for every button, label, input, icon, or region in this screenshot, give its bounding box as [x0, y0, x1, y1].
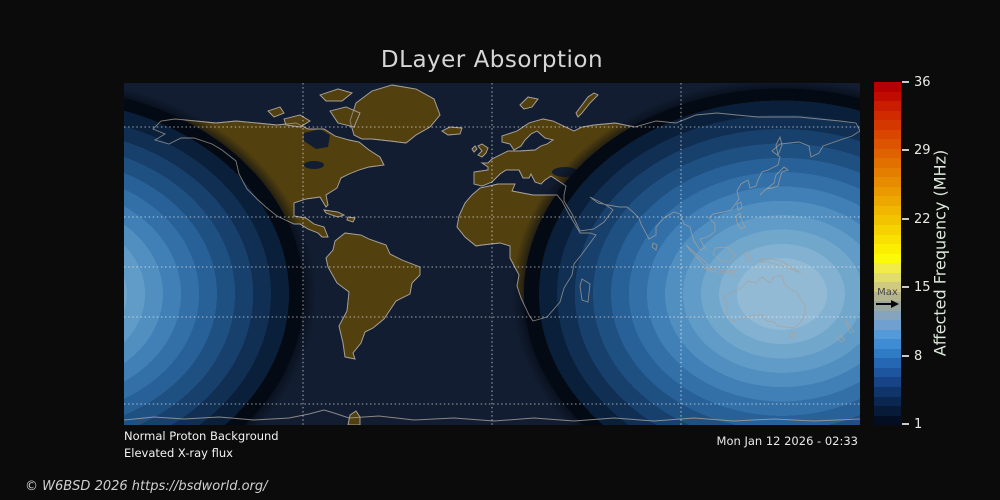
tick-label: 1	[914, 416, 923, 432]
colorbar-tick: 15	[902, 279, 931, 295]
colorbar-tick: 29	[902, 142, 931, 158]
colorbar-step	[874, 205, 901, 216]
colorbar-step	[874, 377, 901, 387]
tick-dash	[902, 81, 909, 83]
colorbar-tick: 1	[902, 416, 922, 432]
colorbar-step	[874, 177, 901, 187]
colorbar-step	[874, 301, 901, 311]
colorbar-step	[874, 406, 901, 416]
colorbar-axis-label: Affected Frequency (MHz)	[930, 149, 950, 357]
colorbar-step	[874, 82, 901, 92]
tick-dash	[902, 423, 909, 425]
colorbar-step	[874, 291, 901, 302]
colorbar-step	[874, 358, 901, 368]
colorbar-step	[874, 244, 901, 254]
colorbar-step	[874, 310, 901, 321]
tick-label: 15	[914, 279, 931, 295]
tick-label: 8	[914, 348, 923, 364]
colorbar-step	[874, 101, 901, 111]
colorbar-step	[874, 234, 901, 245]
colorbar-tick: 36	[902, 74, 931, 90]
colorbar-step	[874, 282, 901, 292]
xray-flux-status: Elevated X-ray flux	[124, 446, 233, 460]
colorbar-step	[874, 320, 901, 330]
colorbar-step	[874, 167, 901, 178]
colorbar-step	[874, 263, 901, 273]
colorbar-step	[874, 367, 901, 378]
tick-label: 22	[914, 211, 931, 227]
colorbar-step	[874, 253, 901, 264]
max-marker-label: Max	[877, 287, 898, 298]
world-map-svg	[124, 83, 860, 425]
colorbar-step	[874, 129, 901, 140]
colorbar-step	[874, 148, 901, 159]
colorbar-step	[874, 339, 901, 349]
max-marker-arrow-icon	[876, 300, 899, 308]
tick-label: 36	[914, 74, 931, 90]
colorbar-step	[874, 91, 901, 102]
footer-credit: © W6BSD 2026 https://bsdworld.org/	[25, 479, 268, 494]
colorbar-step	[874, 110, 901, 121]
colorbar-ticks: 36 29 22 15 8 1	[902, 75, 962, 432]
tick-label: 29	[914, 142, 931, 158]
tick-dash	[902, 149, 909, 151]
colorbar-step	[874, 186, 901, 197]
colorbar-tick: 8	[902, 348, 922, 364]
world-map	[124, 83, 860, 425]
colorbar-tick: 22	[902, 211, 931, 227]
colorbar-step	[874, 158, 901, 168]
proton-background-status: Normal Proton Background	[124, 429, 279, 443]
colorbar-step	[874, 139, 901, 149]
colorbar-step	[874, 348, 901, 359]
antarctica-coastline	[124, 409, 860, 422]
absorption-contours-wrapped	[124, 83, 860, 425]
colorbar-step	[874, 387, 901, 397]
page-title: DLayer Absorption	[380, 47, 604, 73]
colorbar-step	[874, 272, 901, 283]
tick-dash	[902, 218, 909, 220]
colorbar-step	[874, 396, 901, 407]
colorbar-step	[874, 224, 901, 235]
colorbar-step	[874, 215, 901, 225]
colorbar-step	[874, 415, 901, 426]
colorbar-step	[874, 196, 901, 206]
colorbar-gradient	[874, 82, 901, 426]
tick-dash	[902, 286, 909, 288]
colorbar-step	[874, 329, 901, 340]
colorbar-step	[874, 120, 901, 130]
map-timestamp: Mon Jan 12 2026 - 02:33	[716, 434, 858, 448]
tick-dash	[902, 355, 909, 357]
